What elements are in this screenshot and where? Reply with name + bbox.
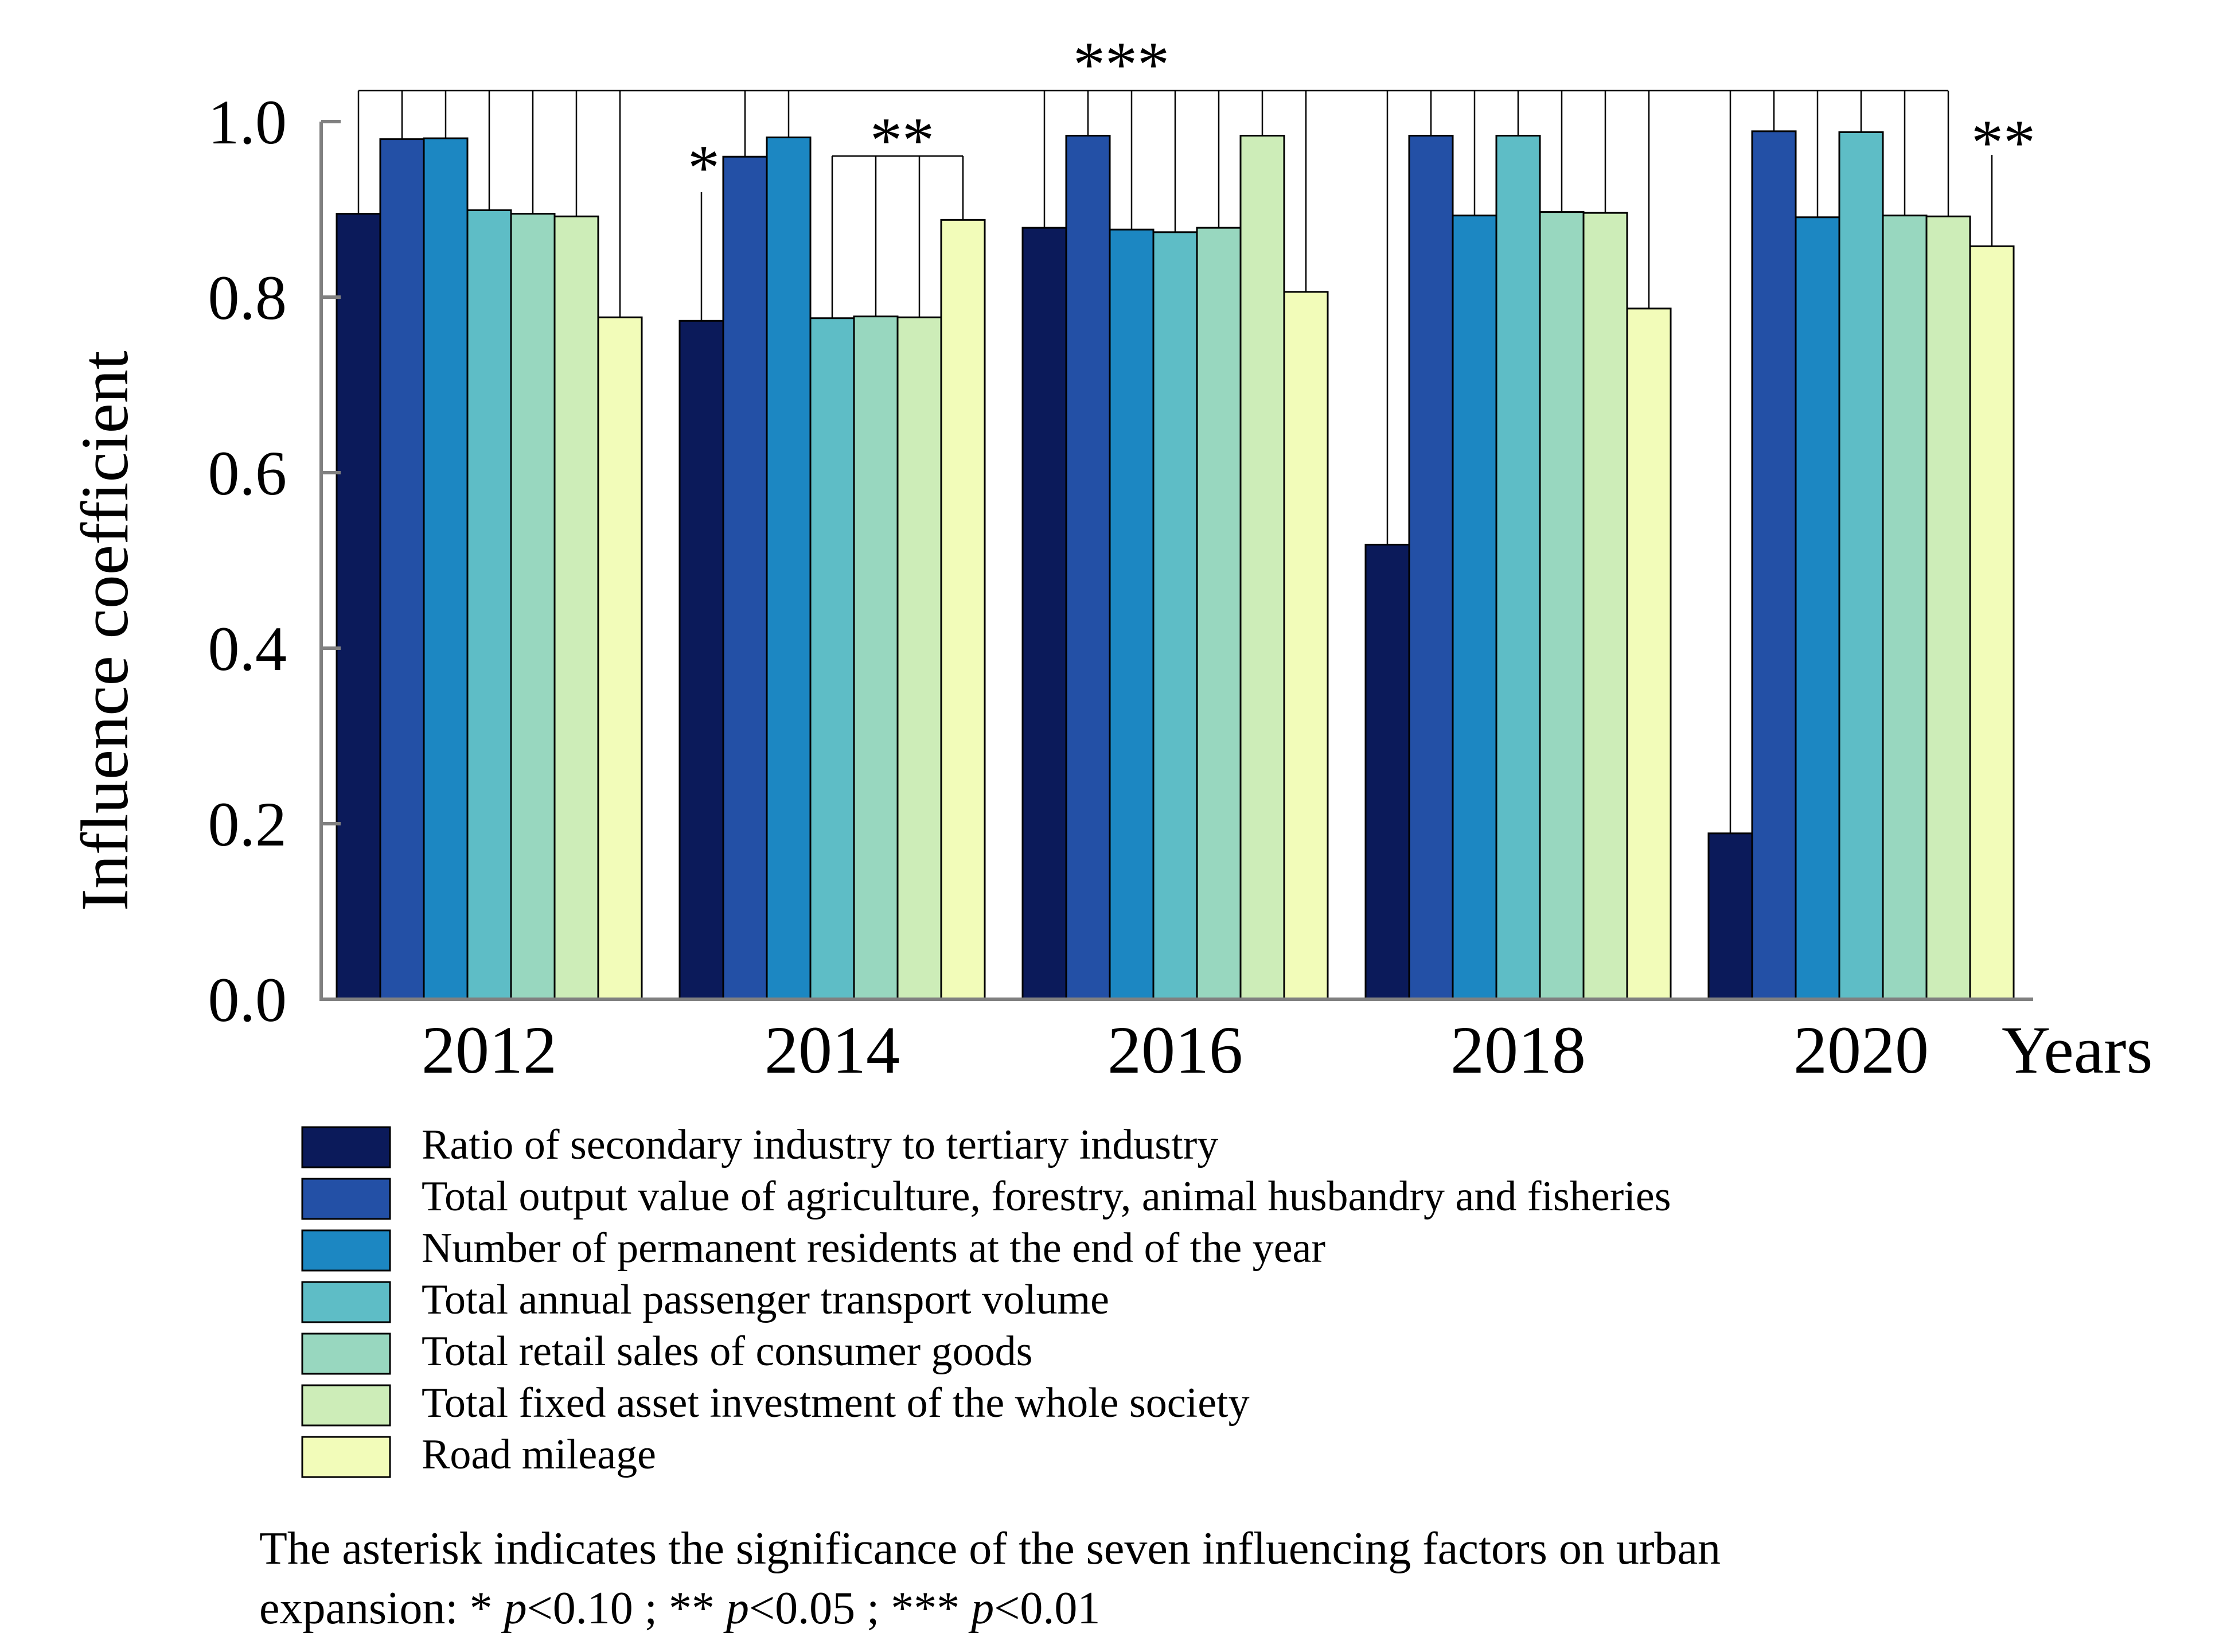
bar [809, 317, 855, 1000]
y-tick-label: 0.0 [208, 965, 287, 1035]
y-tick-label: 0.4 [208, 614, 287, 684]
bar [1452, 215, 1497, 1000]
bar [510, 213, 556, 1000]
bar [1239, 134, 1285, 1000]
legend-label: Road mileage [422, 1431, 656, 1478]
legend-swatch [301, 1384, 391, 1427]
bar [1838, 131, 1884, 1000]
y-axis-label: Influence coefficient [67, 350, 142, 911]
bar [1882, 215, 1928, 1000]
x-axis-label: Years [2002, 1012, 2152, 1088]
bar [1364, 543, 1410, 1000]
y-tick-label: 1.0 [208, 87, 287, 157]
x-tick-label: 2018 [1450, 1012, 1586, 1088]
bar [1152, 231, 1198, 1000]
legend-label: Ratio of secondary industry to tertiary … [422, 1121, 1218, 1168]
bar [1626, 307, 1672, 1000]
footnote-line-2: expansion: * p<0.10 ; ** p<0.05 ; *** p<… [259, 1583, 1101, 1634]
bar [597, 316, 643, 1000]
bar [1495, 134, 1541, 1000]
bar [1408, 134, 1454, 1000]
y-ticks: 0.0 0.2 0.4 0.6 0.8 1.0 [208, 87, 341, 1035]
significance-star: ** [870, 105, 934, 176]
bar [1065, 134, 1111, 1000]
bar [1582, 212, 1628, 1000]
x-tick-label: 2012 [422, 1012, 557, 1088]
x-ticks: 2012 2014 2016 2018 2020 [422, 1012, 1929, 1088]
legend: Ratio of secondary industry to tertiary … [301, 1121, 1671, 1478]
bar [940, 219, 986, 1000]
legend-swatch [301, 1281, 391, 1323]
bar [722, 155, 768, 1000]
legend-label: Number of permanent residents at the end… [422, 1225, 1325, 1272]
legend-label: Total output value of agriculture, fores… [422, 1173, 1671, 1220]
significance-brackets: ****** ** [357, 29, 2035, 833]
bar [336, 213, 381, 1000]
bar [1021, 227, 1067, 1000]
bar [1196, 227, 1242, 1000]
footnote-line-1: The asterisk indicates the significance … [259, 1524, 1721, 1574]
legend-label: Total annual passenger transport volume [422, 1276, 1109, 1323]
significance-footnote: The asterisk indicates the significance … [259, 1519, 1980, 1638]
legend-label: Total fixed asset investment of the whol… [422, 1380, 1250, 1427]
significance-star: *** [1073, 29, 1169, 100]
bar [766, 137, 812, 1000]
legend-swatch [301, 1436, 391, 1478]
bar [896, 316, 942, 1000]
bar [1969, 245, 2015, 1000]
y-tick-label: 0.8 [208, 263, 287, 333]
bar [1539, 211, 1585, 1000]
legend-swatch [301, 1178, 391, 1220]
legend-label: Total retail sales of consumer goods [422, 1328, 1032, 1375]
bar [678, 320, 724, 1000]
significance-star: ** [1971, 107, 2035, 178]
bar [1795, 216, 1840, 1000]
significance-star: * [688, 133, 720, 204]
bar [1707, 832, 1753, 1000]
bars-layer [336, 130, 2015, 1000]
bar [1925, 215, 1971, 1000]
y-tick-label: 0.6 [208, 438, 287, 508]
bar [1283, 291, 1329, 1000]
bar [553, 215, 599, 1000]
x-tick-label: 2020 [1793, 1012, 1929, 1088]
legend-swatch [301, 1126, 391, 1168]
bar [1109, 228, 1155, 1000]
x-tick-label: 2014 [765, 1012, 900, 1088]
bar [423, 137, 469, 1000]
legend-swatch [301, 1332, 391, 1375]
legend-swatch [301, 1229, 391, 1272]
axes [319, 122, 2033, 1001]
x-tick-label: 2016 [1107, 1012, 1243, 1088]
y-tick-label: 0.2 [208, 789, 287, 859]
bar [466, 209, 512, 1000]
bar [1751, 130, 1797, 1000]
bar [853, 315, 899, 1000]
bar [379, 138, 425, 1000]
